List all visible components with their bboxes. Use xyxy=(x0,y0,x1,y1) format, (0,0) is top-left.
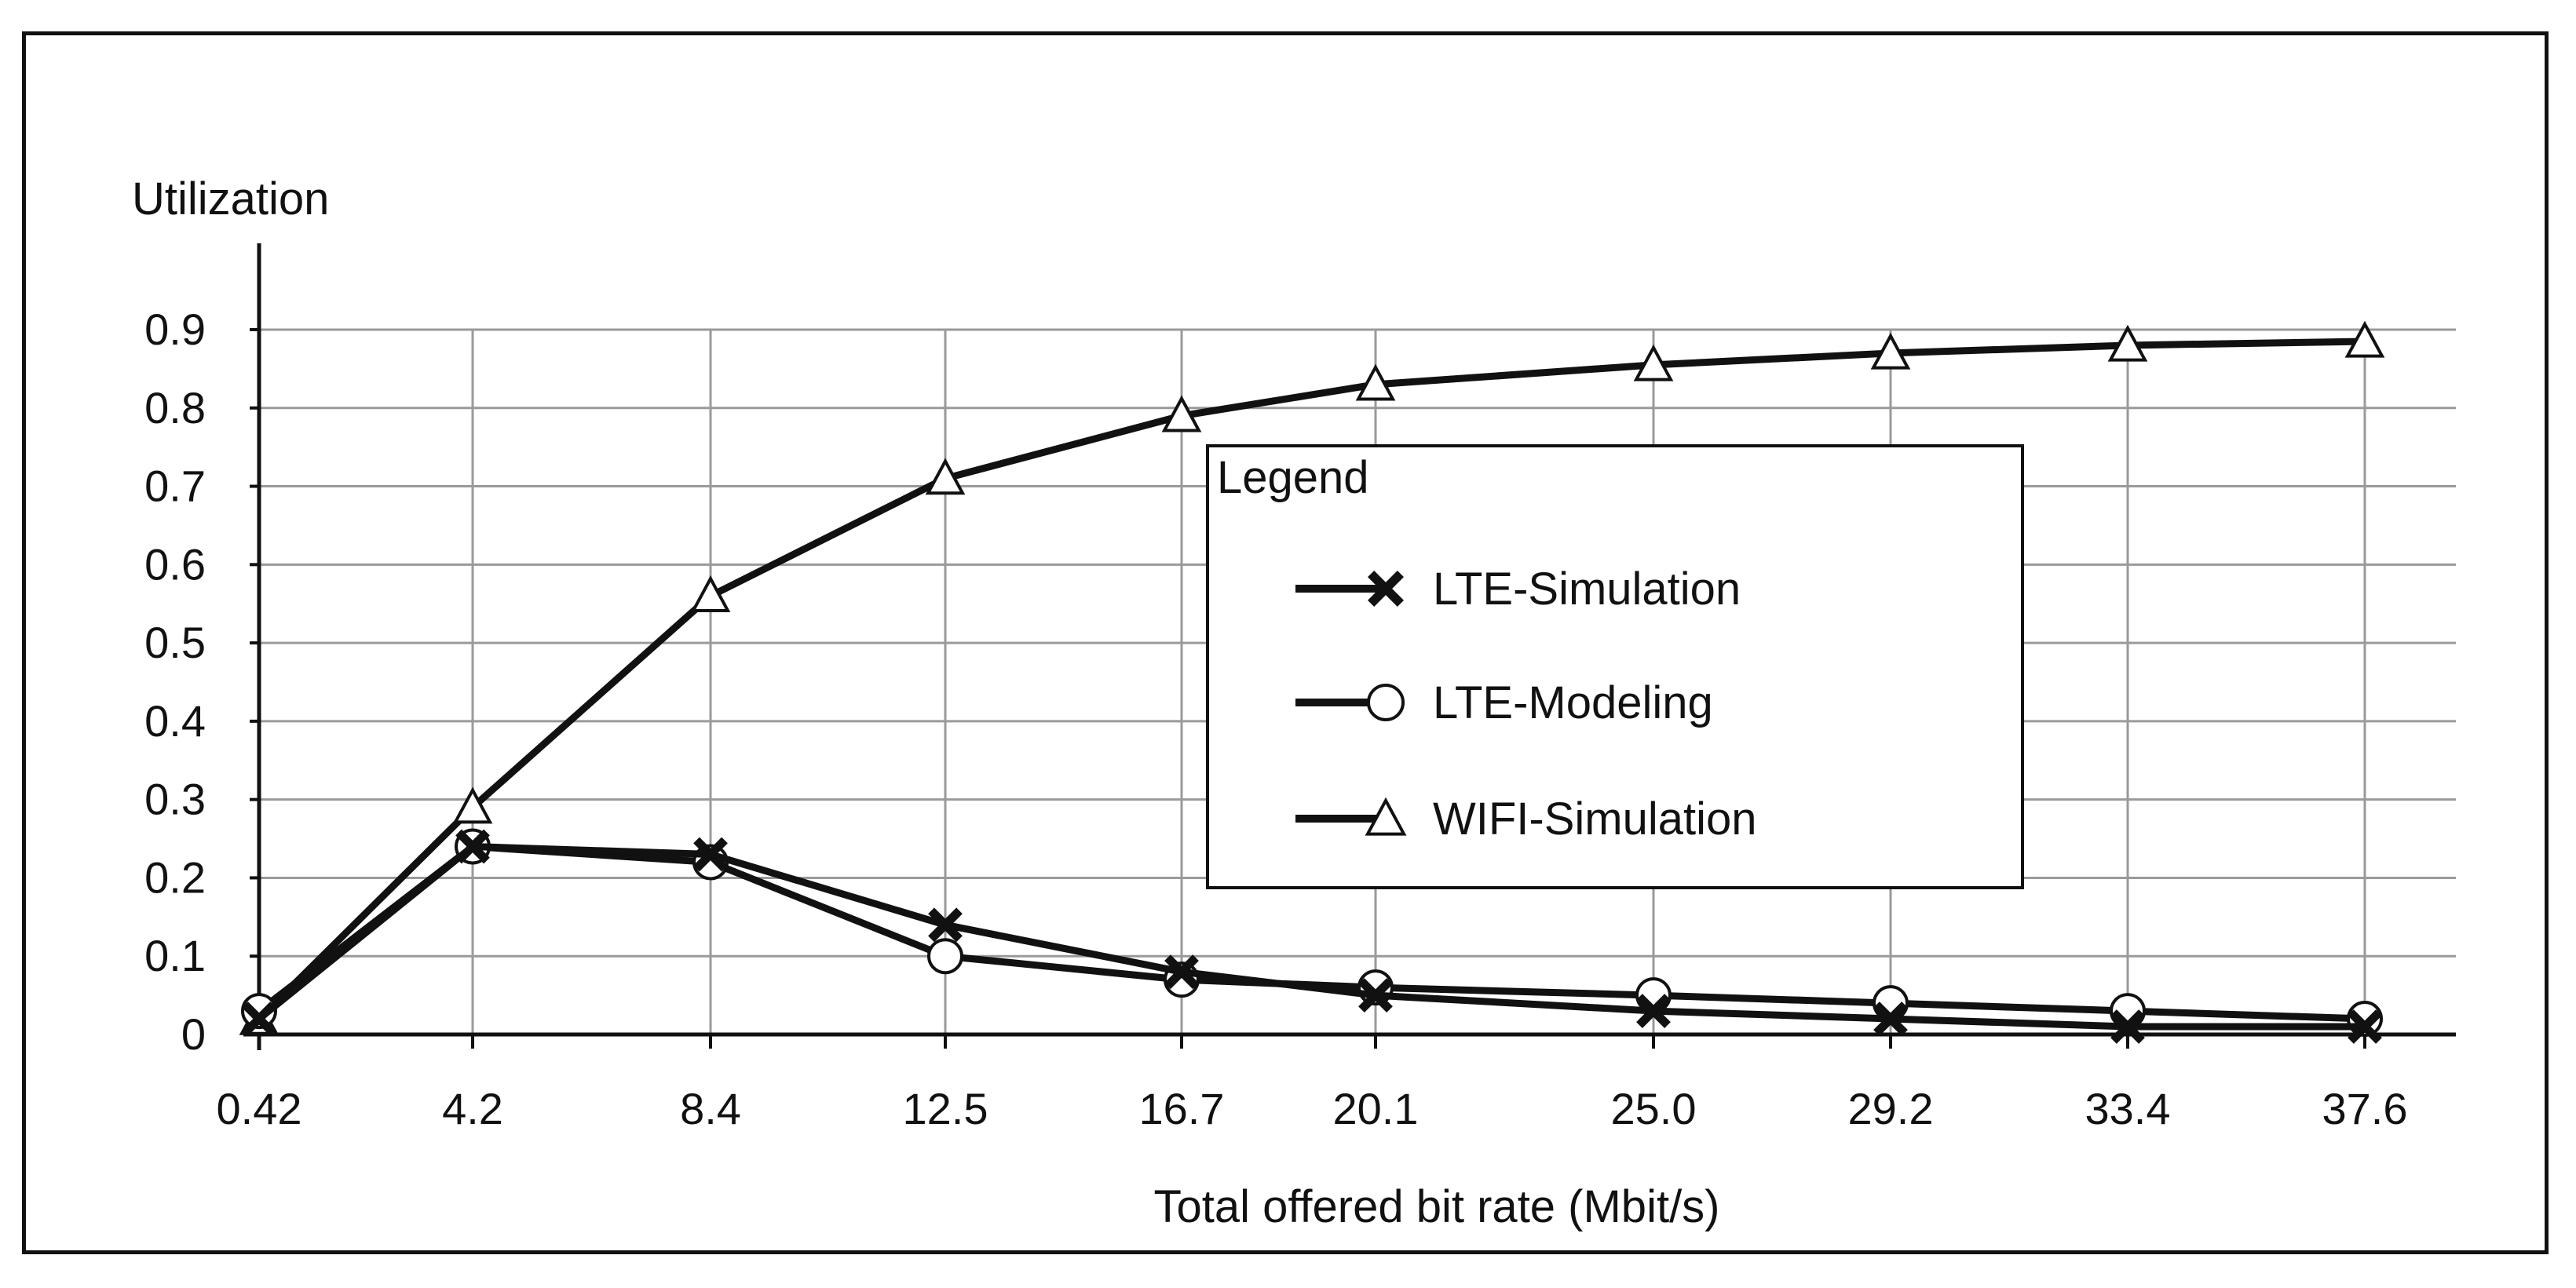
x-marker xyxy=(242,1002,276,1036)
legend-title: Legend xyxy=(1217,452,1369,503)
x-tick-label: 8.4 xyxy=(680,1084,741,1133)
triangle-marker xyxy=(1161,395,1202,432)
x-tick-label: 37.6 xyxy=(2322,1084,2408,1133)
triangle-marker xyxy=(2344,320,2385,358)
y-tick-label: 0 xyxy=(181,1009,206,1059)
y-tick-label: 0.6 xyxy=(144,539,206,589)
circle-marker xyxy=(1366,683,1405,722)
y-tick-labels: 0 0.1 0.2 0.3 0.4 0.5 0.6 0.7 0.8 0.9 xyxy=(144,305,206,1059)
x-marker xyxy=(1368,571,1404,607)
x-tick-label: 20.1 xyxy=(1333,1084,1419,1133)
x-tick-label: 33.4 xyxy=(2085,1084,2171,1133)
x-tick-label: 16.7 xyxy=(1139,1084,1225,1133)
y-tick-label: 0.3 xyxy=(144,775,206,824)
series-line xyxy=(256,338,2366,1022)
x-tick-label: 25.0 xyxy=(1611,1084,1697,1133)
x-marker xyxy=(1358,978,1393,1013)
x-tick-label: 0.42 xyxy=(217,1084,302,1133)
x-tick-label: 29.2 xyxy=(1848,1084,1934,1133)
triangle-marker xyxy=(1365,797,1407,836)
triangle-marker xyxy=(925,458,966,495)
x-marker xyxy=(928,907,963,943)
y-tick-label: 0.8 xyxy=(144,383,206,432)
triangle-marker xyxy=(1633,344,1674,381)
legend: Legend LTE-Simulation LTE-Modeling WIFI-Si… xyxy=(1206,444,2024,889)
legend-label: LTE-Simulation xyxy=(1433,564,1741,615)
y-tick-label: 0.7 xyxy=(144,462,206,511)
legend-box xyxy=(1206,444,2024,889)
legend-item: LTE-Modeling xyxy=(1295,677,1713,728)
triangle-marker xyxy=(452,786,493,824)
circle-marker xyxy=(927,938,963,975)
legend-item: LTE-Simulation xyxy=(1295,564,1741,615)
x-axis-label: Total offered bit rate (Mbit/s) xyxy=(1153,1181,1719,1232)
x-marker xyxy=(1636,994,1671,1028)
series-lines xyxy=(239,320,2385,1044)
series-wifi-simulation xyxy=(239,320,2385,1035)
triangle-marker xyxy=(2107,324,2148,362)
x-tick-label: 4.2 xyxy=(442,1084,503,1133)
x-marker xyxy=(1164,954,1199,990)
x-marker xyxy=(455,829,490,864)
triangle-marker xyxy=(690,575,731,612)
series-lte-simulation xyxy=(242,829,2382,1044)
circle-marker xyxy=(241,993,277,1030)
triangle-marker xyxy=(1870,332,1911,370)
legend-label: LTE-Modeling xyxy=(1433,677,1713,728)
legend-item: WIFI-Simulation xyxy=(1295,794,1757,845)
x-marker xyxy=(2348,1009,2382,1044)
y-tick-label: 0.1 xyxy=(144,931,206,980)
x-tick-label: 12.5 xyxy=(903,1084,988,1133)
x-marker xyxy=(693,837,728,872)
y-tick-label: 0.2 xyxy=(144,852,206,902)
chart-frame xyxy=(22,31,2549,1254)
y-axis-label: Utilization xyxy=(132,173,329,224)
grid xyxy=(259,328,2456,1034)
x-marker xyxy=(1873,1002,1908,1036)
y-tick-label: 0.9 xyxy=(144,305,206,354)
x-marker xyxy=(2110,1009,2145,1044)
triangle-marker xyxy=(1355,363,1396,401)
series-line xyxy=(257,843,2365,1031)
axes xyxy=(243,243,2456,1050)
y-tick-label: 0.5 xyxy=(144,618,206,667)
x-tick-labels: 0.42 4.2 8.4 12.5 16.7 20.1 25.0 29.2 33.4 37.6 xyxy=(217,1084,2408,1133)
y-tick-label: 0.4 xyxy=(144,696,206,746)
legend-label: WIFI-Simulation xyxy=(1433,794,1757,845)
